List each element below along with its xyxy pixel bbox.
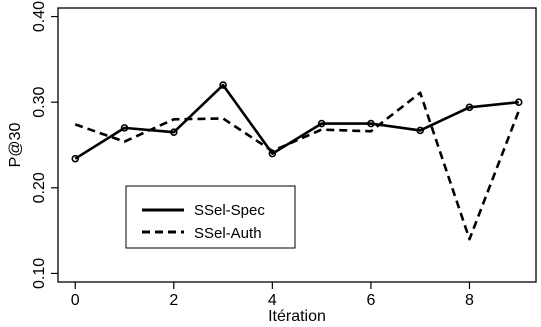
data-point-ssel-spec — [317, 119, 326, 128]
data-point-ssel-spec — [219, 81, 227, 89]
y-tick-label: 0.40 — [31, 1, 48, 32]
data-point-ssel-spec — [416, 126, 424, 135]
series-line-ssel-auth — [74, 91, 521, 241]
x-axis: 0 2 4 6 8 — [71, 282, 474, 309]
x-axis-label: Itération — [268, 308, 326, 325]
plot-frame — [57, 7, 537, 283]
series-layer — [71, 81, 523, 241]
y-axis-label: P@30 — [7, 123, 24, 168]
data-point-ssel-spec — [71, 154, 80, 163]
legend: SSel-Spec SSel-Auth — [125, 185, 296, 249]
data-point-ssel-spec — [465, 103, 474, 112]
legend-label-ssel-auth: SSel-Auth — [194, 225, 262, 242]
x-tick-label: 4 — [268, 292, 277, 309]
x-tick-label: 6 — [366, 292, 375, 309]
y-tick-label: 0.30 — [31, 87, 48, 118]
legend-label-ssel-spec: SSel-Spec — [194, 202, 265, 219]
y-tick-label: 0.20 — [31, 172, 48, 203]
x-tick-label: 8 — [465, 292, 474, 309]
data-point-ssel-spec — [120, 124, 129, 132]
legend-box — [125, 185, 296, 249]
data-point-ssel-spec — [170, 128, 178, 136]
data-point-ssel-spec — [367, 119, 375, 128]
y-axis: 0.10 0.20 0.30 0.40 — [31, 1, 58, 289]
y-tick-label: 0.10 — [31, 258, 48, 289]
data-point-ssel-spec — [514, 98, 523, 106]
series-line-ssel-spec — [74, 83, 519, 160]
x-tick-label: 0 — [71, 292, 80, 309]
x-tick-label: 2 — [169, 292, 178, 309]
